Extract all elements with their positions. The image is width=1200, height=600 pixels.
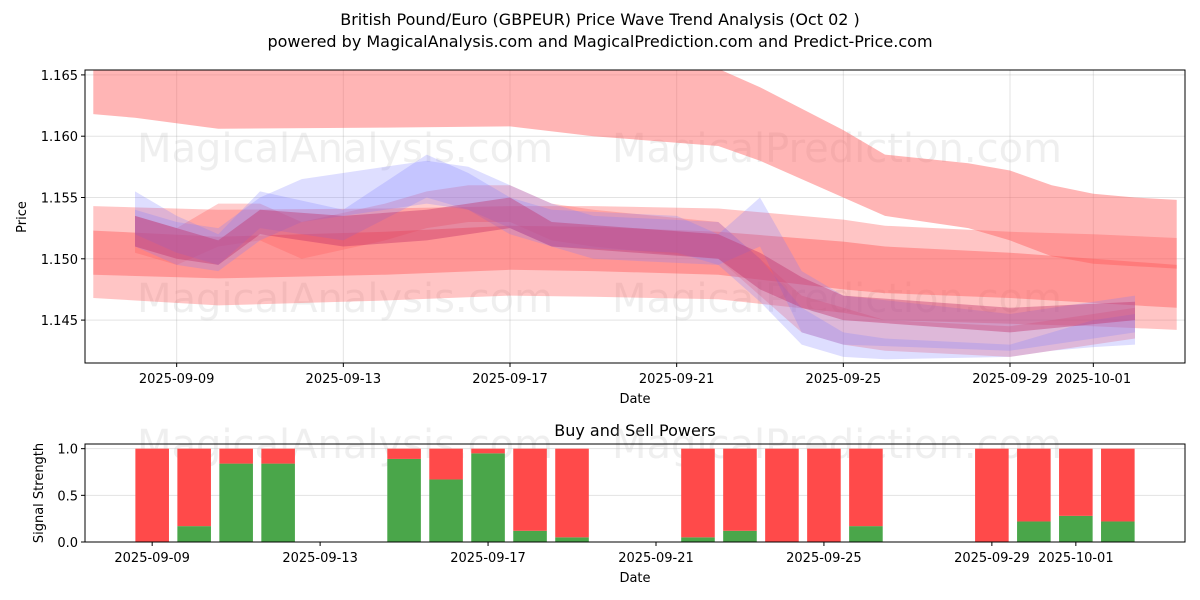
signal-x-tick-label: 2025-09-17 [450, 551, 526, 566]
price-band-blue-wave-1 [135, 160, 1135, 360]
sell-bar [1017, 448, 1051, 522]
buy-bar [177, 526, 211, 542]
price-band-red-wave-1 [135, 185, 1135, 357]
signal-x-tick-label: 2025-09-29 [954, 551, 1030, 566]
main-y-tick-label: 1.165 [41, 69, 78, 84]
buy-bar [1101, 521, 1135, 542]
signal-x-tick-label: 2025-09-25 [786, 551, 862, 566]
buy-bar [219, 463, 253, 542]
main-y-axis-label: Price [15, 201, 30, 233]
main-grid [85, 70, 1185, 363]
signal-x-tick-label: 2025-09-09 [114, 551, 190, 566]
buy-bar [513, 530, 547, 542]
sell-bar [681, 448, 715, 538]
buy-bar [681, 537, 715, 542]
sell-bar [219, 448, 253, 464]
buy-bar [1059, 515, 1093, 542]
watermark-bottom-right: MagicalPrediction.com [612, 276, 1062, 322]
sell-bar [849, 448, 883, 527]
price-bands [93, 70, 1177, 360]
sell-bar [975, 448, 1009, 542]
main-axes-frame [84, 69, 1186, 364]
signal-bars [135, 448, 1135, 542]
price-band-blue-wave-2 [135, 154, 1135, 351]
signal-x-axis-label: Date [619, 571, 650, 586]
buy-bar [471, 453, 505, 542]
signal-x-tick-label: 2025-09-21 [618, 551, 694, 566]
sell-bar [429, 448, 463, 480]
chart-subtitle: powered by MagicalAnalysis.com and Magic… [267, 32, 933, 51]
signal-x-tick-label: 2025-09-13 [282, 551, 358, 566]
sell-bar [1101, 448, 1135, 522]
buy-bar [429, 479, 463, 542]
signal-chart-title: Buy and Sell Powers [554, 421, 716, 440]
main-y-tick-label: 1.145 [41, 314, 78, 329]
sell-bar [765, 448, 799, 542]
price-band-red-band-mid [93, 225, 1177, 308]
main-y-tick-label: 1.150 [41, 253, 78, 268]
buy-bar [261, 463, 295, 542]
buy-bar [387, 458, 421, 542]
buy-bar [1017, 521, 1051, 542]
buy-bar [555, 537, 589, 542]
main-x-tick-label: 2025-10-01 [1056, 372, 1132, 387]
sell-bar [807, 448, 841, 542]
price-band-red-band-wide [93, 206, 1177, 330]
main-y-tick-label: 1.160 [41, 130, 78, 145]
main-x-tick-label: 2025-09-25 [806, 372, 882, 387]
main-x-tick-label: 2025-09-17 [472, 372, 548, 387]
main-watermarks: MagicalAnalysis.com MagicalPrediction.co… [137, 126, 1062, 322]
signal-y-tick-label: 0.5 [57, 489, 78, 504]
sell-bar [177, 448, 211, 527]
main-x-axis-label: Date [619, 392, 650, 407]
signal-x-ticks: 2025-09-09 2025-09-13 2025-09-17 2025-09-21… [114, 542, 1114, 566]
main-x-tick-label: 2025-09-21 [639, 372, 715, 387]
sell-bar [555, 448, 589, 538]
signal-y-axis-label: Signal Strength [32, 443, 47, 543]
price-band-red-band-upper [93, 70, 1177, 269]
sell-bar [513, 448, 547, 531]
signal-x-tick-label: 2025-10-01 [1038, 551, 1114, 566]
watermark-bottom-left: MagicalAnalysis.com [137, 276, 553, 322]
sell-bar [261, 448, 295, 464]
watermark-top-right: MagicalPrediction.com [612, 126, 1062, 172]
watermark-top-left: MagicalAnalysis.com [137, 126, 553, 172]
buy-bar [849, 526, 883, 542]
main-x-tick-label: 2025-09-09 [139, 372, 215, 387]
buy-bar [723, 530, 757, 542]
sell-bar [387, 448, 421, 459]
sell-bar [135, 448, 169, 542]
main-x-tick-label: 2025-09-13 [306, 372, 382, 387]
signal-axes-frame [84, 443, 1186, 543]
price-band-purple-core [135, 197, 1135, 333]
main-x-tick-label: 2025-09-29 [972, 372, 1048, 387]
main-y-ticks: 1.145 1.150 1.155 1.160 1.165 [41, 69, 85, 329]
main-y-tick-label: 1.155 [41, 191, 78, 206]
sell-bar [471, 448, 505, 454]
sell-bar [1059, 448, 1093, 516]
signal-y-tick-label: 0.0 [57, 536, 78, 551]
main-x-ticks: 2025-09-09 2025-09-13 2025-09-17 2025-09-21… [139, 363, 1131, 387]
chart-title: British Pound/Euro (GBPEUR) Price Wave T… [340, 10, 860, 29]
sell-bar [723, 448, 757, 531]
signal-y-ticks: 0.0 0.5 1.0 [57, 443, 85, 551]
signal-y-tick-label: 1.0 [57, 443, 78, 458]
